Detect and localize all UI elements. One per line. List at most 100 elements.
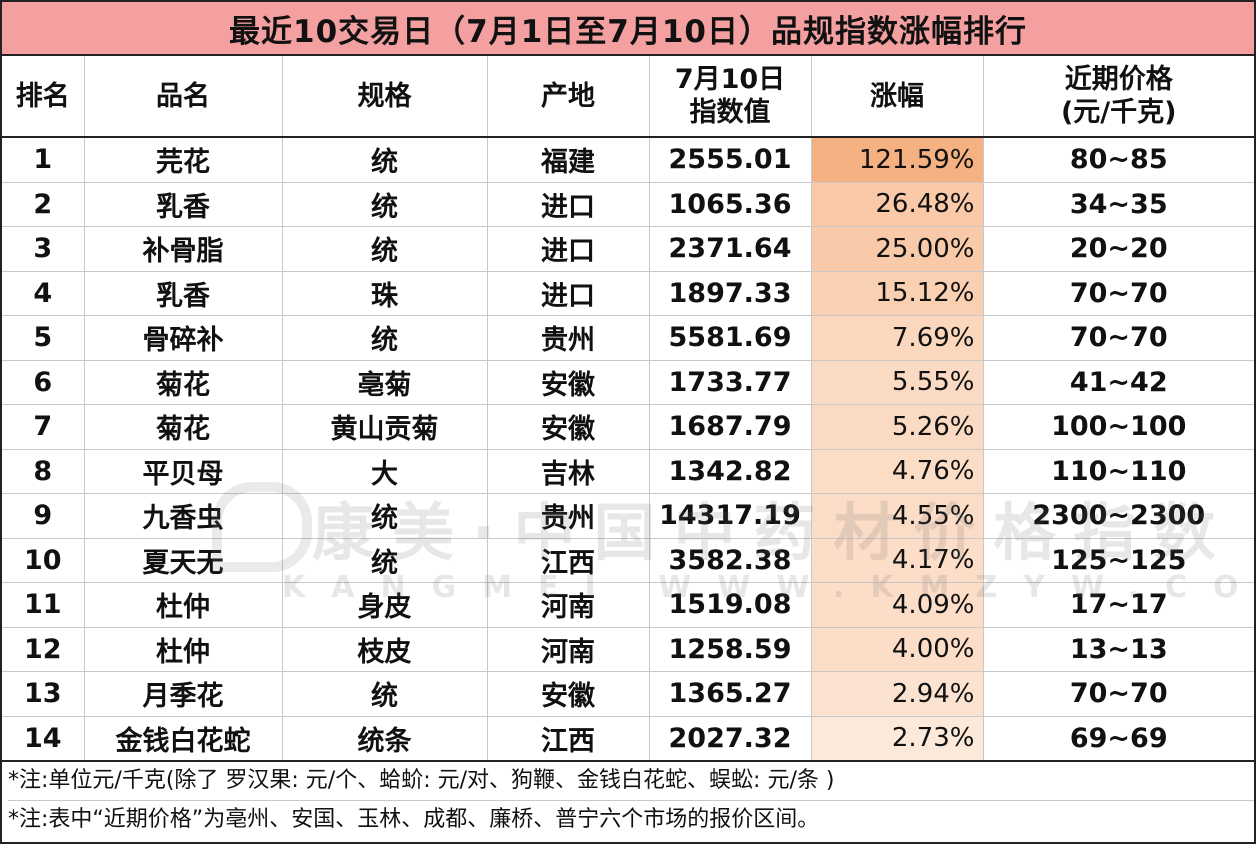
cell-rank: 2	[2, 182, 85, 227]
table-row: 6 菊花 亳菊 安徽 1733.77 5.55% 41~42	[2, 360, 1254, 405]
cell-change: 121.59%	[811, 137, 984, 183]
cell-index: 1897.33	[649, 271, 812, 316]
cell-index: 1519.08	[649, 582, 812, 628]
header-origin: 产地	[487, 56, 650, 138]
cell-origin: 贵州	[487, 315, 650, 361]
cell-change: 4.09%	[811, 582, 984, 628]
cell-name: 杜仲	[84, 627, 283, 672]
cell-index: 5581.69	[649, 315, 812, 361]
cell-origin: 进口	[487, 271, 650, 316]
cell-index: 2555.01	[649, 137, 812, 183]
header-change: 涨幅	[811, 56, 984, 138]
header-spec: 规格	[282, 56, 488, 138]
cell-index: 1733.77	[649, 360, 812, 405]
cell-change: 4.76%	[811, 449, 984, 494]
header-index-line2: 指数值	[689, 97, 771, 128]
table-row: 12 杜仲 枝皮 河南 1258.59 4.00% 13~13	[2, 627, 1254, 672]
cell-change: 5.26%	[811, 404, 984, 450]
cell-price: 70~70	[983, 271, 1254, 316]
cell-index: 2371.64	[649, 226, 812, 272]
cell-spec: 亳菊	[282, 360, 488, 405]
cell-origin: 福建	[487, 137, 650, 183]
cell-price: 70~70	[983, 315, 1254, 361]
cell-rank: 13	[2, 671, 85, 717]
table-body: 1 芫花统 福建 2555.01 121.59% 80~85 2 乳香统进口 1065.36 26…	[2, 137, 1254, 762]
cell-rank: 12	[2, 627, 85, 672]
table-row: 7 菊花 黄山贡菊 安徽 1687.79 5.26% 100~100	[2, 404, 1254, 450]
table-row: 4 乳香珠进口 1897.33 15.12% 70~70	[2, 271, 1254, 316]
cell-price: 41~42	[983, 360, 1254, 405]
cell-name: 九香虫	[84, 493, 283, 539]
table-row: 2 乳香统进口 1065.36 26.48% 34~35	[2, 182, 1254, 227]
cell-price: 110~110	[983, 449, 1254, 494]
header-price: 近期价格 (元/千克)	[983, 56, 1254, 138]
cell-index: 1258.59	[649, 627, 812, 672]
note-price-range: *注:表中“近期价格”为亳州、安国、玉林、成都、廉桥、普宁六个市场的报价区间。	[8, 800, 1254, 839]
cell-price: 100~100	[983, 404, 1254, 450]
table-row: 8 平贝母大吉林 1342.82 4.76% 110~110	[2, 449, 1254, 494]
cell-change: 26.48%	[811, 182, 984, 227]
cell-spec: 统	[282, 226, 488, 272]
cell-spec: 枝皮	[282, 627, 488, 672]
cell-price: 69~69	[983, 716, 1254, 762]
cell-change: 4.55%	[811, 493, 984, 539]
cell-rank: 14	[2, 716, 85, 762]
cell-change: 5.55%	[811, 360, 984, 405]
sheet-title: 最近10交易日（7月1日至7月10日）品规指数涨幅排行	[2, 2, 1254, 56]
cell-origin: 江西	[487, 538, 650, 583]
cell-index: 1342.82	[649, 449, 812, 494]
cell-change: 2.94%	[811, 671, 984, 717]
cell-rank: 8	[2, 449, 85, 494]
cell-change: 25.00%	[811, 226, 984, 272]
cell-price: 34~35	[983, 182, 1254, 227]
cell-name: 夏天无	[84, 538, 283, 583]
cell-spec: 统	[282, 538, 488, 583]
cell-origin: 河南	[487, 582, 650, 628]
cell-name: 乳香	[84, 182, 283, 227]
cell-name: 杜仲	[84, 582, 283, 628]
table-row: 11 杜仲 身皮 河南 1519.08 4.09% 17~17	[2, 582, 1254, 628]
header-price-line1: 近期价格	[1064, 64, 1173, 95]
cell-price: 17~17	[983, 582, 1254, 628]
cell-price: 80~85	[983, 137, 1254, 183]
cell-rank: 1	[2, 137, 85, 183]
cell-price: 70~70	[983, 671, 1254, 717]
table-row: 3 补骨脂统进口 2371.64 25.00% 20~20	[2, 226, 1254, 272]
notes-section: *注:单位元/千克(除了 罗汉果: 元/个、蛤蚧: 元/对、狗鞭、金钱白花蛇、蜈…	[2, 762, 1254, 839]
cell-index: 3582.38	[649, 538, 812, 583]
cell-name: 补骨脂	[84, 226, 283, 272]
cell-origin: 进口	[487, 226, 650, 272]
table-row: 5 骨碎补统贵州 5581.69 7.69% 70~70	[2, 315, 1254, 361]
cell-spec: 统	[282, 493, 488, 539]
cell-rank: 6	[2, 360, 85, 405]
cell-spec: 统条	[282, 716, 488, 762]
cell-price: 13~13	[983, 627, 1254, 672]
cell-name: 平贝母	[84, 449, 283, 494]
cell-rank: 11	[2, 582, 85, 628]
cell-index: 2027.32	[649, 716, 812, 762]
cell-rank: 7	[2, 404, 85, 450]
cell-origin: 安徽	[487, 404, 650, 450]
cell-change: 4.17%	[811, 538, 984, 583]
cell-rank: 5	[2, 315, 85, 361]
cell-name: 金钱白花蛇	[84, 716, 283, 762]
cell-name: 芫花	[84, 137, 283, 183]
cell-origin: 江西	[487, 716, 650, 762]
header-rank: 排名	[2, 56, 85, 138]
cell-index: 14317.19	[649, 493, 812, 539]
cell-price: 2300~2300	[983, 493, 1254, 539]
cell-price: 125~125	[983, 538, 1254, 583]
table-row: 14 金钱白花蛇 统条 江西 2027.32 2.73% 69~69	[2, 716, 1254, 762]
table-row: 10 夏天无统江西 3582.38 4.17% 125~125	[2, 538, 1254, 583]
header-row: 排名 品名 规格 产地 7月10日 指数值 涨幅 近期价格 (元/千克)	[2, 56, 1254, 138]
cell-origin: 贵州	[487, 493, 650, 539]
header-name: 品名	[84, 56, 283, 138]
header-index-line1: 7月10日	[674, 64, 786, 95]
note-unit: *注:单位元/千克(除了 罗汉果: 元/个、蛤蚧: 元/对、狗鞭、金钱白花蛇、蜈…	[8, 768, 835, 793]
table-row: 9 九香虫统贵州 14317.19 4.55% 2300~2300	[2, 493, 1254, 539]
cell-index: 1365.27	[649, 671, 812, 717]
cell-change: 7.69%	[811, 315, 984, 361]
cell-name: 乳香	[84, 271, 283, 316]
cell-change: 4.00%	[811, 627, 984, 672]
